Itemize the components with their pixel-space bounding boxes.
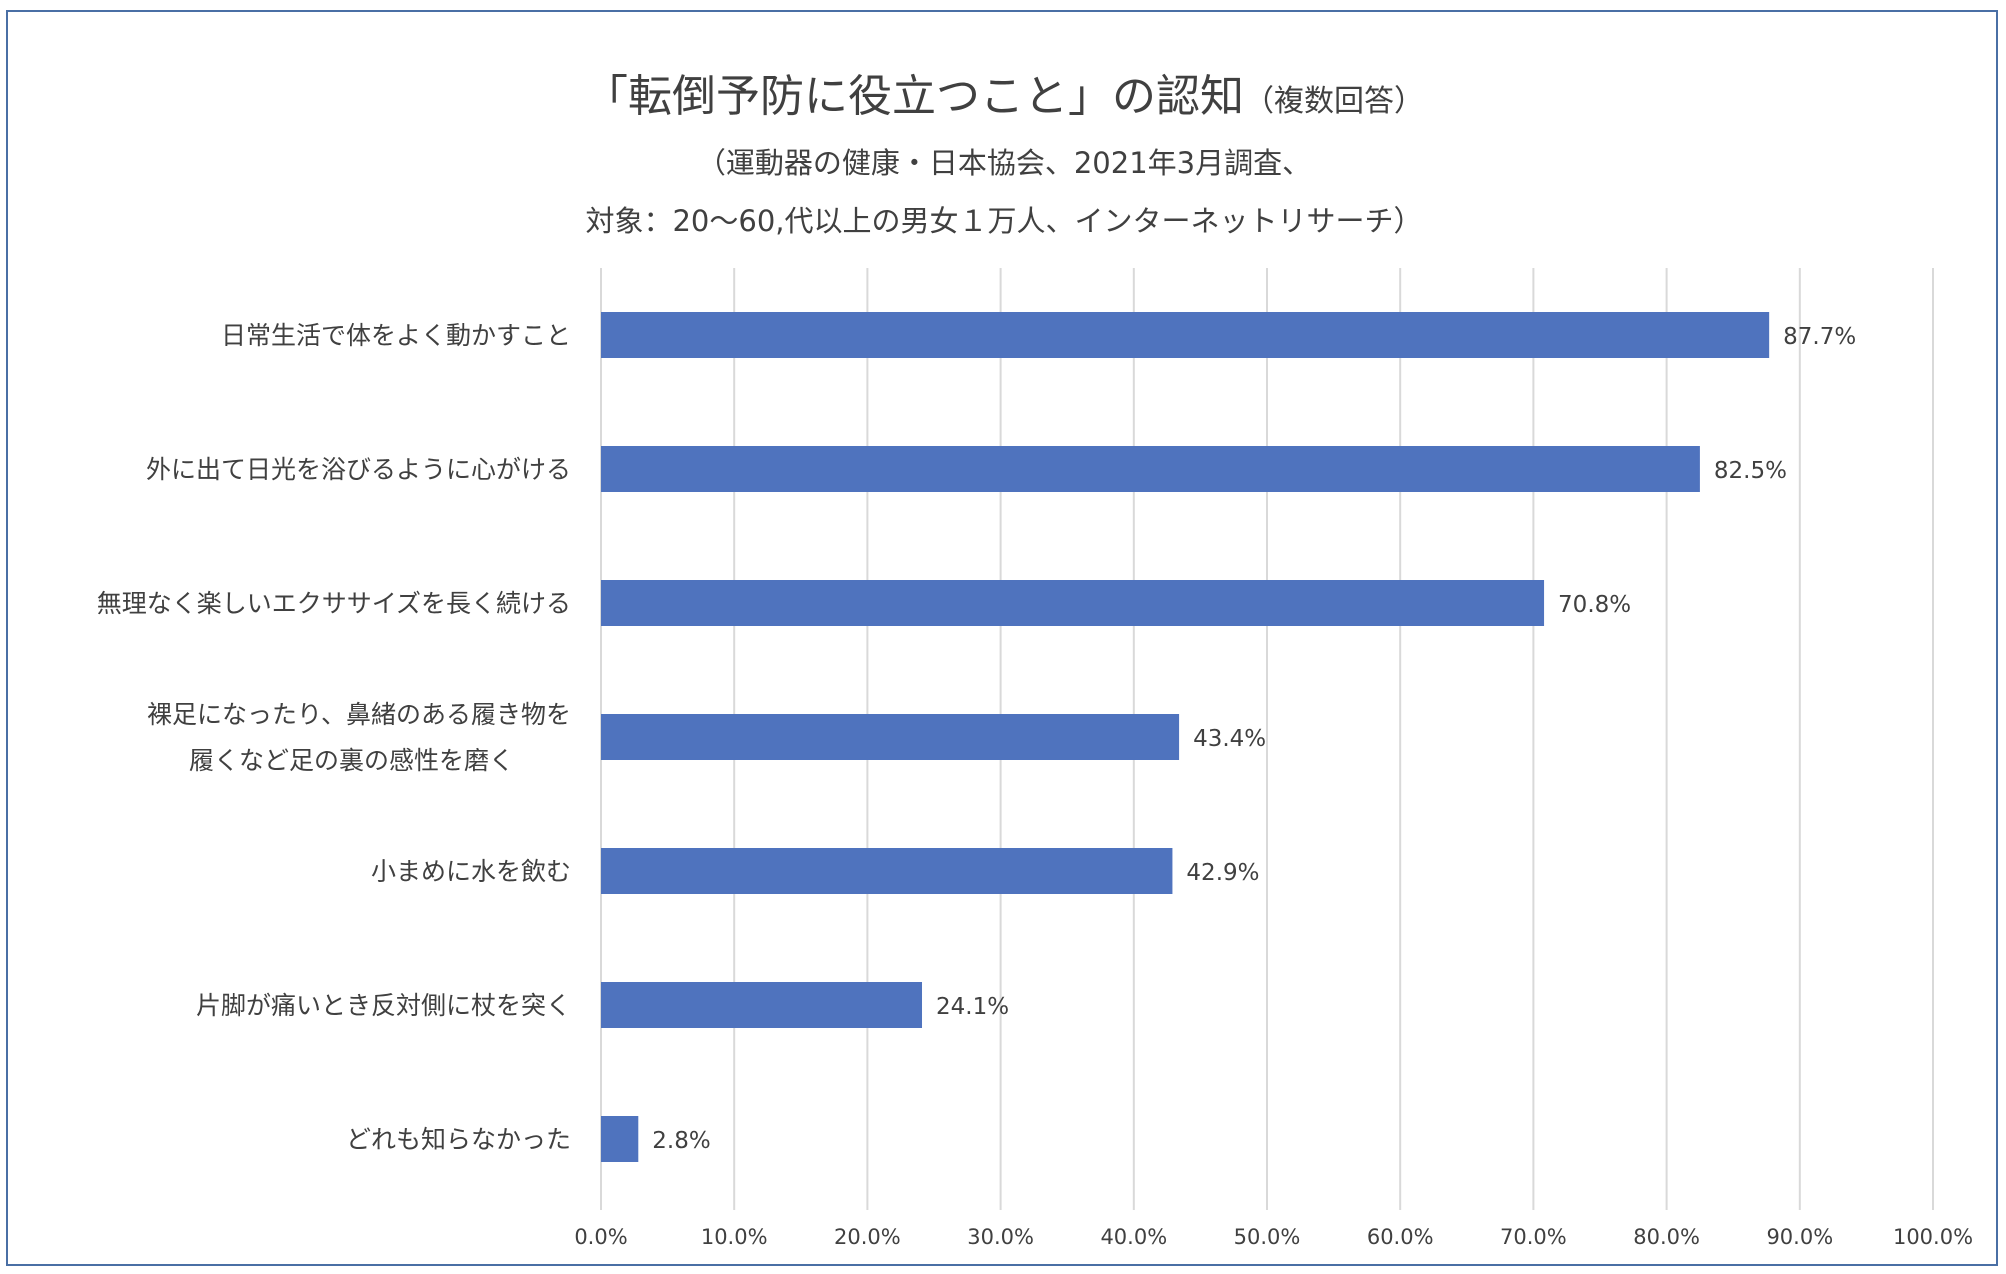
- data-label: 2.8%: [652, 1128, 710, 1154]
- category-label: 履くなど足の裏の感性を磨く: [189, 746, 514, 775]
- chart-title-note: （複数回答）: [1244, 84, 1424, 119]
- category-label: 片脚が痛いとき反対側に杖を突く: [196, 991, 571, 1020]
- data-label: 42.9%: [1186, 860, 1259, 886]
- category-label: 小まめに水を飲む: [371, 857, 571, 886]
- x-tick-label: 70.0%: [1500, 1225, 1567, 1249]
- data-label: 82.5%: [1714, 458, 1787, 484]
- x-tick-label: 40.0%: [1100, 1225, 1167, 1249]
- x-tick-label: 50.0%: [1234, 1225, 1301, 1249]
- chart-subtitle-line-1: （運動器の健康・日本協会、2021年3月調査、: [696, 146, 1312, 180]
- chart-title: 「転倒予防に役立つこと」の認知（複数回答）: [8, 60, 2000, 124]
- x-tick-label: 60.0%: [1367, 1225, 1434, 1249]
- x-tick-label: 20.0%: [834, 1225, 901, 1249]
- bar: [601, 312, 1770, 358]
- x-tick-label: 0.0%: [574, 1225, 627, 1249]
- bar: [601, 446, 1700, 492]
- data-label: 87.7%: [1783, 324, 1856, 350]
- x-tick-label: 10.0%: [701, 1225, 768, 1249]
- chart-title-main: 「転倒予防に役立つこと」の認知: [584, 71, 1244, 122]
- data-label: 70.8%: [1558, 592, 1631, 618]
- bar: [601, 580, 1545, 626]
- x-tick-label: 30.0%: [967, 1225, 1034, 1249]
- bar: [601, 982, 923, 1028]
- category-label: どれも知らなかった: [346, 1125, 571, 1154]
- category-label: 外に出て日光を浴びるように心がける: [146, 455, 571, 484]
- bar: [601, 714, 1180, 760]
- category-label: 無理なく楽しいエクササイズを長く続ける: [97, 589, 571, 618]
- category-label: 裸足になったり、鼻緒のある履き物を: [147, 700, 571, 729]
- data-label: 43.4%: [1193, 726, 1266, 752]
- chart-subtitle-line-2: 対象：20〜60,代以上の男女１万人、インターネットリサーチ）: [585, 204, 1423, 238]
- x-tick-label: 80.0%: [1633, 1225, 1700, 1249]
- bar: [601, 848, 1173, 894]
- x-tick-label: 100.0%: [1893, 1225, 1973, 1249]
- category-label: 日常生活で体をよく動かすこと: [221, 321, 571, 350]
- x-tick-label: 90.0%: [1766, 1225, 1833, 1249]
- data-label: 24.1%: [936, 994, 1009, 1020]
- bar: [601, 1116, 639, 1162]
